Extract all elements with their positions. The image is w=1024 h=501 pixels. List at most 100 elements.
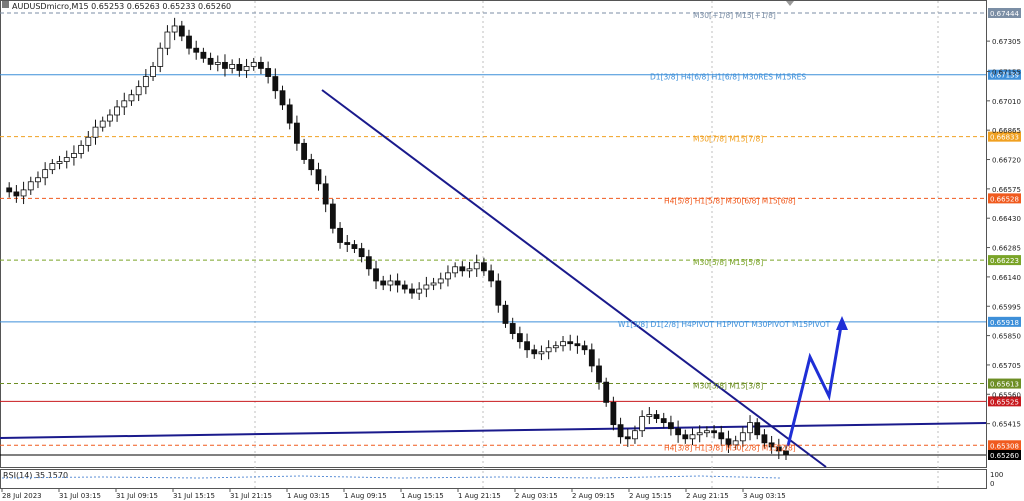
- price-box-label: 0.66833: [990, 134, 1019, 142]
- forecast-arrow[interactable]: [786, 319, 844, 447]
- price-box-label: 0.67139: [990, 72, 1019, 80]
- candle: [286, 104, 293, 124]
- candle: [322, 183, 329, 205]
- level-label: M30[3/8] M15[3/8]: [693, 382, 763, 391]
- candle: [574, 343, 581, 347]
- y-tick-label: 0.67305: [992, 38, 1021, 46]
- candle: [437, 278, 444, 284]
- candle: [114, 106, 120, 116]
- y-tick-label: 0.67010: [992, 98, 1021, 106]
- candle: [660, 418, 667, 424]
- time-axis: 28 Jul 2023 31 Jul 03:15 31 Jul 09:15 31 Ju…: [1, 488, 786, 500]
- candle: [373, 268, 379, 282]
- rsi-label: RSI(14) 35.1570: [3, 471, 68, 480]
- price-box: [988, 8, 1021, 18]
- candle: [416, 288, 423, 294]
- y-tick-label: 0.65705: [992, 362, 1021, 370]
- x-tick-label: 2 Aug 03:15: [515, 492, 558, 500]
- candle: [27, 181, 34, 191]
- candle: [754, 422, 761, 436]
- price-box-label: 0.65308: [990, 442, 1019, 450]
- x-tick-label: 31 Jul 09:15: [116, 492, 158, 500]
- price-box: [988, 396, 1021, 407]
- price-box: [988, 316, 1021, 327]
- candle: [401, 284, 408, 290]
- level-label: M30[7/8] M15[7/8]: [693, 135, 763, 144]
- candle: [682, 434, 689, 440]
- candle: [135, 86, 142, 96]
- candle: [6, 187, 13, 193]
- candle: [761, 434, 768, 444]
- chart-shift-marker[interactable]: [786, 1, 794, 6]
- y-tick-label: 0.67155: [992, 68, 1021, 76]
- candle: [329, 203, 336, 229]
- candle: [725, 438, 732, 446]
- y-tick-label: 0.65850: [992, 333, 1021, 341]
- x-tick-label: 31 Jul 15:15: [173, 492, 215, 500]
- y-tick-label: 0.66575: [992, 186, 1021, 194]
- candle: [250, 61, 257, 67]
- rsi-tick-100: 100: [990, 471, 1003, 479]
- candle: [121, 100, 128, 108]
- level-lines: [0, 12, 986, 456]
- x-tick-label: 1 Aug 09:15: [344, 492, 387, 500]
- candle: [452, 266, 459, 274]
- level-label: M30[+1/8] M15[+1/8]: [693, 11, 776, 20]
- price-box: [988, 378, 1021, 389]
- candle: [524, 341, 530, 351]
- candle: [20, 189, 27, 197]
- candle: [603, 381, 610, 403]
- candle: [610, 401, 617, 426]
- candle: [358, 248, 365, 258]
- x-tick-label: 1 Aug 03:15: [287, 492, 330, 500]
- candle: [516, 333, 523, 343]
- x-tick-label: 31 Jul 03:15: [59, 492, 101, 500]
- candle: [696, 432, 703, 436]
- rsi-tick-0: 0: [990, 480, 994, 488]
- x-tick-label: 28 Jul 2023: [2, 492, 42, 500]
- candle: [42, 169, 49, 179]
- descending-trendline[interactable]: [321, 89, 827, 468]
- candle: [747, 422, 753, 434]
- x-tick-label: 3 Aug 03:15: [743, 492, 786, 500]
- candle: [545, 347, 552, 353]
- candle: [567, 341, 574, 345]
- candle: [552, 345, 559, 349]
- y-tick-label: 0.66720: [992, 157, 1021, 165]
- candle: [35, 177, 41, 183]
- y-tick-label: 0.65995: [992, 303, 1021, 311]
- price-box: [988, 440, 1021, 451]
- y-tick-label: 0.66430: [992, 215, 1021, 223]
- candles: [6, 17, 789, 461]
- price-box-label: 0.65918: [990, 319, 1019, 327]
- candle: [150, 66, 156, 77]
- candle: [207, 57, 214, 65]
- candle: [164, 31, 171, 49]
- candle: [272, 76, 279, 92]
- ascending-trendline[interactable]: [0, 422, 987, 439]
- symbol-icon: [2, 1, 9, 8]
- y-tick-label: 0.65415: [992, 421, 1021, 429]
- candle: [466, 268, 473, 272]
- candle: [430, 282, 437, 286]
- y-tick-label: 0.66140: [992, 274, 1021, 282]
- candle: [222, 61, 228, 69]
- level-label: M30[5/8] M15[5/8]: [693, 258, 763, 267]
- candle: [229, 64, 236, 69]
- forecast-arrowhead: [836, 316, 848, 330]
- candle: [711, 430, 717, 434]
- candle: [473, 262, 480, 270]
- candle: [732, 440, 739, 446]
- candle: [142, 76, 149, 88]
- candle: [56, 161, 63, 164]
- candle: [365, 256, 372, 270]
- candle: [445, 272, 451, 280]
- candle: [214, 61, 221, 65]
- price-box-label: 0.67444: [990, 10, 1019, 18]
- candle: [106, 114, 113, 122]
- candle: [92, 126, 99, 138]
- candle: [639, 416, 646, 432]
- rsi-pane: [0, 469, 987, 489]
- x-tick-label: 31 Jul 21:15: [230, 492, 272, 500]
- candle: [668, 422, 674, 430]
